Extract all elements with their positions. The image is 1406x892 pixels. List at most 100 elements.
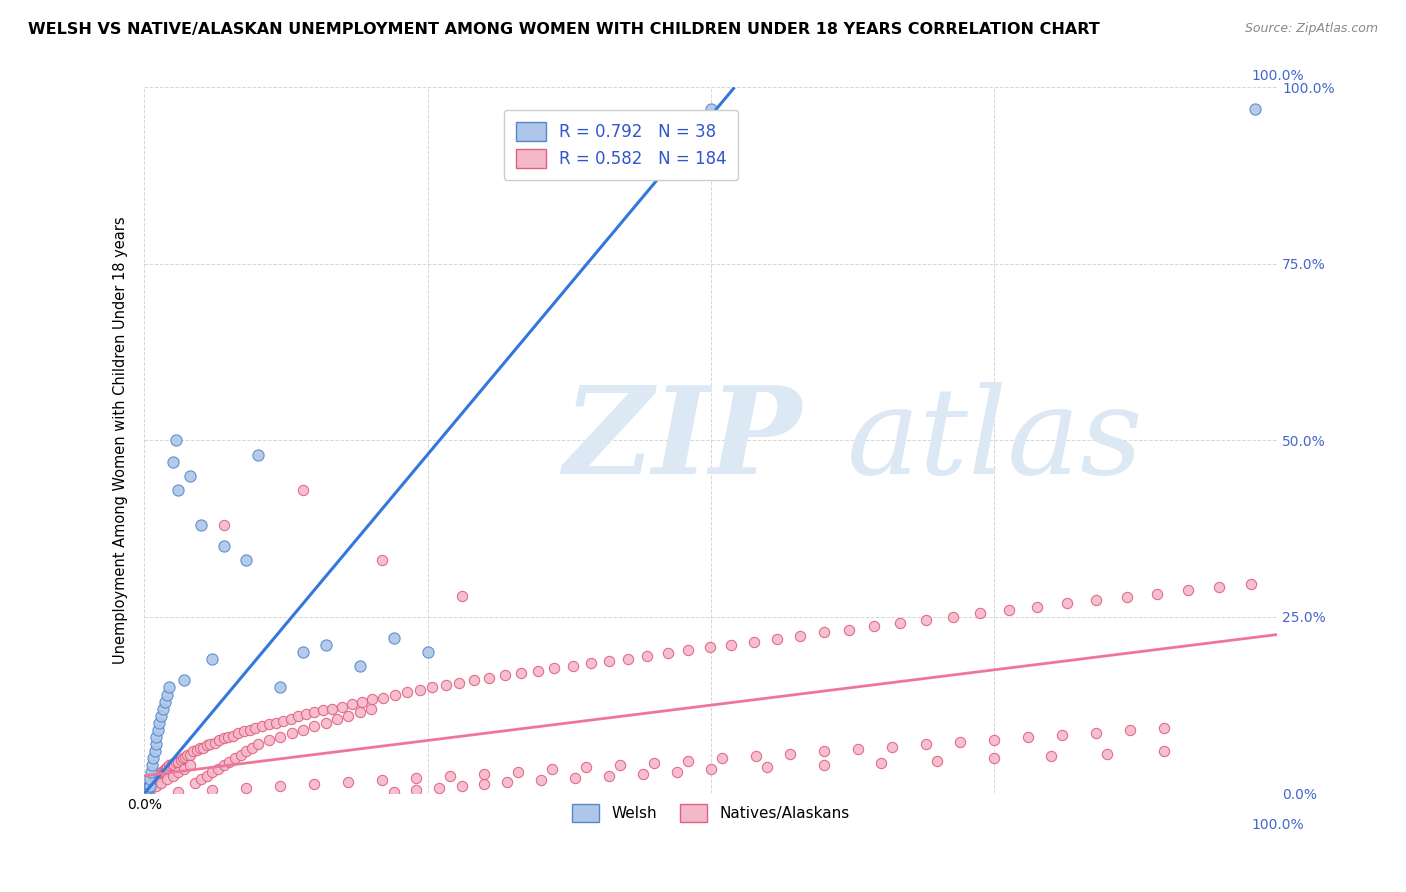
Point xyxy=(150,776,173,790)
Text: atlas: atlas xyxy=(846,382,1143,500)
Point xyxy=(141,776,163,790)
Point xyxy=(983,751,1005,765)
Point xyxy=(136,780,159,795)
Point xyxy=(146,723,169,737)
Point xyxy=(321,701,343,715)
Point xyxy=(136,780,159,794)
Point xyxy=(676,754,699,768)
Point xyxy=(942,610,965,624)
Point xyxy=(150,708,173,723)
Point xyxy=(609,758,631,772)
Point xyxy=(212,731,235,746)
Point xyxy=(543,661,565,675)
Point xyxy=(439,769,461,783)
Point xyxy=(148,769,170,783)
Point xyxy=(575,760,598,774)
Point xyxy=(408,683,430,698)
Point xyxy=(212,539,235,553)
Point xyxy=(813,758,835,772)
Point xyxy=(326,712,349,726)
Point xyxy=(304,719,326,733)
Point xyxy=(530,772,553,787)
Point xyxy=(1097,747,1119,761)
Point xyxy=(150,765,173,780)
Point xyxy=(450,780,472,794)
Legend: Welsh, Natives/Alaskans: Welsh, Natives/Alaskans xyxy=(565,798,856,828)
Point xyxy=(139,780,162,794)
Point xyxy=(142,773,165,788)
Point xyxy=(169,752,191,766)
Point xyxy=(1208,580,1230,594)
Point xyxy=(146,772,169,787)
Point xyxy=(264,715,287,730)
Point xyxy=(212,518,235,533)
Point xyxy=(179,758,201,772)
Point xyxy=(280,726,302,740)
Point xyxy=(1056,597,1078,611)
Point xyxy=(1119,723,1142,737)
Point xyxy=(337,775,360,789)
Point xyxy=(509,666,531,681)
Point xyxy=(340,698,363,712)
Point xyxy=(162,454,184,468)
Point xyxy=(382,785,405,799)
Text: 100.0%: 100.0% xyxy=(1251,818,1303,832)
Point xyxy=(711,751,734,765)
Point xyxy=(494,668,516,682)
Point xyxy=(193,740,215,755)
Point xyxy=(779,747,801,761)
Point xyxy=(869,756,891,770)
Point xyxy=(139,783,162,797)
Y-axis label: Unemployment Among Women with Children Under 18 years: Unemployment Among Women with Children U… xyxy=(114,217,128,665)
Point xyxy=(280,712,302,726)
Point xyxy=(222,729,245,743)
Point xyxy=(295,706,318,721)
Point xyxy=(156,759,179,773)
Point xyxy=(983,732,1005,747)
Point xyxy=(420,681,443,695)
Point xyxy=(269,730,291,744)
Point xyxy=(152,765,174,780)
Point xyxy=(508,764,530,779)
Point xyxy=(1039,749,1062,764)
Point xyxy=(271,714,294,728)
Point xyxy=(1017,730,1039,744)
Point xyxy=(201,783,224,797)
Point xyxy=(204,735,226,749)
Point xyxy=(360,701,382,715)
Point xyxy=(598,769,620,783)
Point xyxy=(676,643,699,657)
Point xyxy=(153,762,176,776)
Point xyxy=(188,740,211,755)
Point xyxy=(949,735,972,749)
Point xyxy=(304,777,326,791)
Point xyxy=(246,737,269,751)
Point xyxy=(212,758,235,772)
Point xyxy=(257,733,280,747)
Point xyxy=(880,739,903,754)
Point xyxy=(765,632,787,646)
Point xyxy=(450,589,472,603)
Point xyxy=(472,777,495,791)
Point xyxy=(218,755,240,769)
Point xyxy=(179,747,201,762)
Point xyxy=(172,751,194,765)
Point xyxy=(337,708,360,723)
Point xyxy=(1153,721,1175,735)
Point xyxy=(156,688,179,702)
Point xyxy=(789,629,811,643)
Point xyxy=(564,771,586,785)
Point xyxy=(190,772,212,787)
Point xyxy=(745,749,768,764)
Point xyxy=(257,717,280,731)
Point xyxy=(361,692,384,706)
Point xyxy=(700,763,723,777)
Point xyxy=(157,758,180,772)
Point xyxy=(239,723,262,737)
Point xyxy=(699,640,721,655)
Point xyxy=(167,765,190,780)
Point xyxy=(174,749,197,764)
Point xyxy=(382,631,405,645)
Point xyxy=(434,678,457,692)
Point xyxy=(478,671,501,685)
